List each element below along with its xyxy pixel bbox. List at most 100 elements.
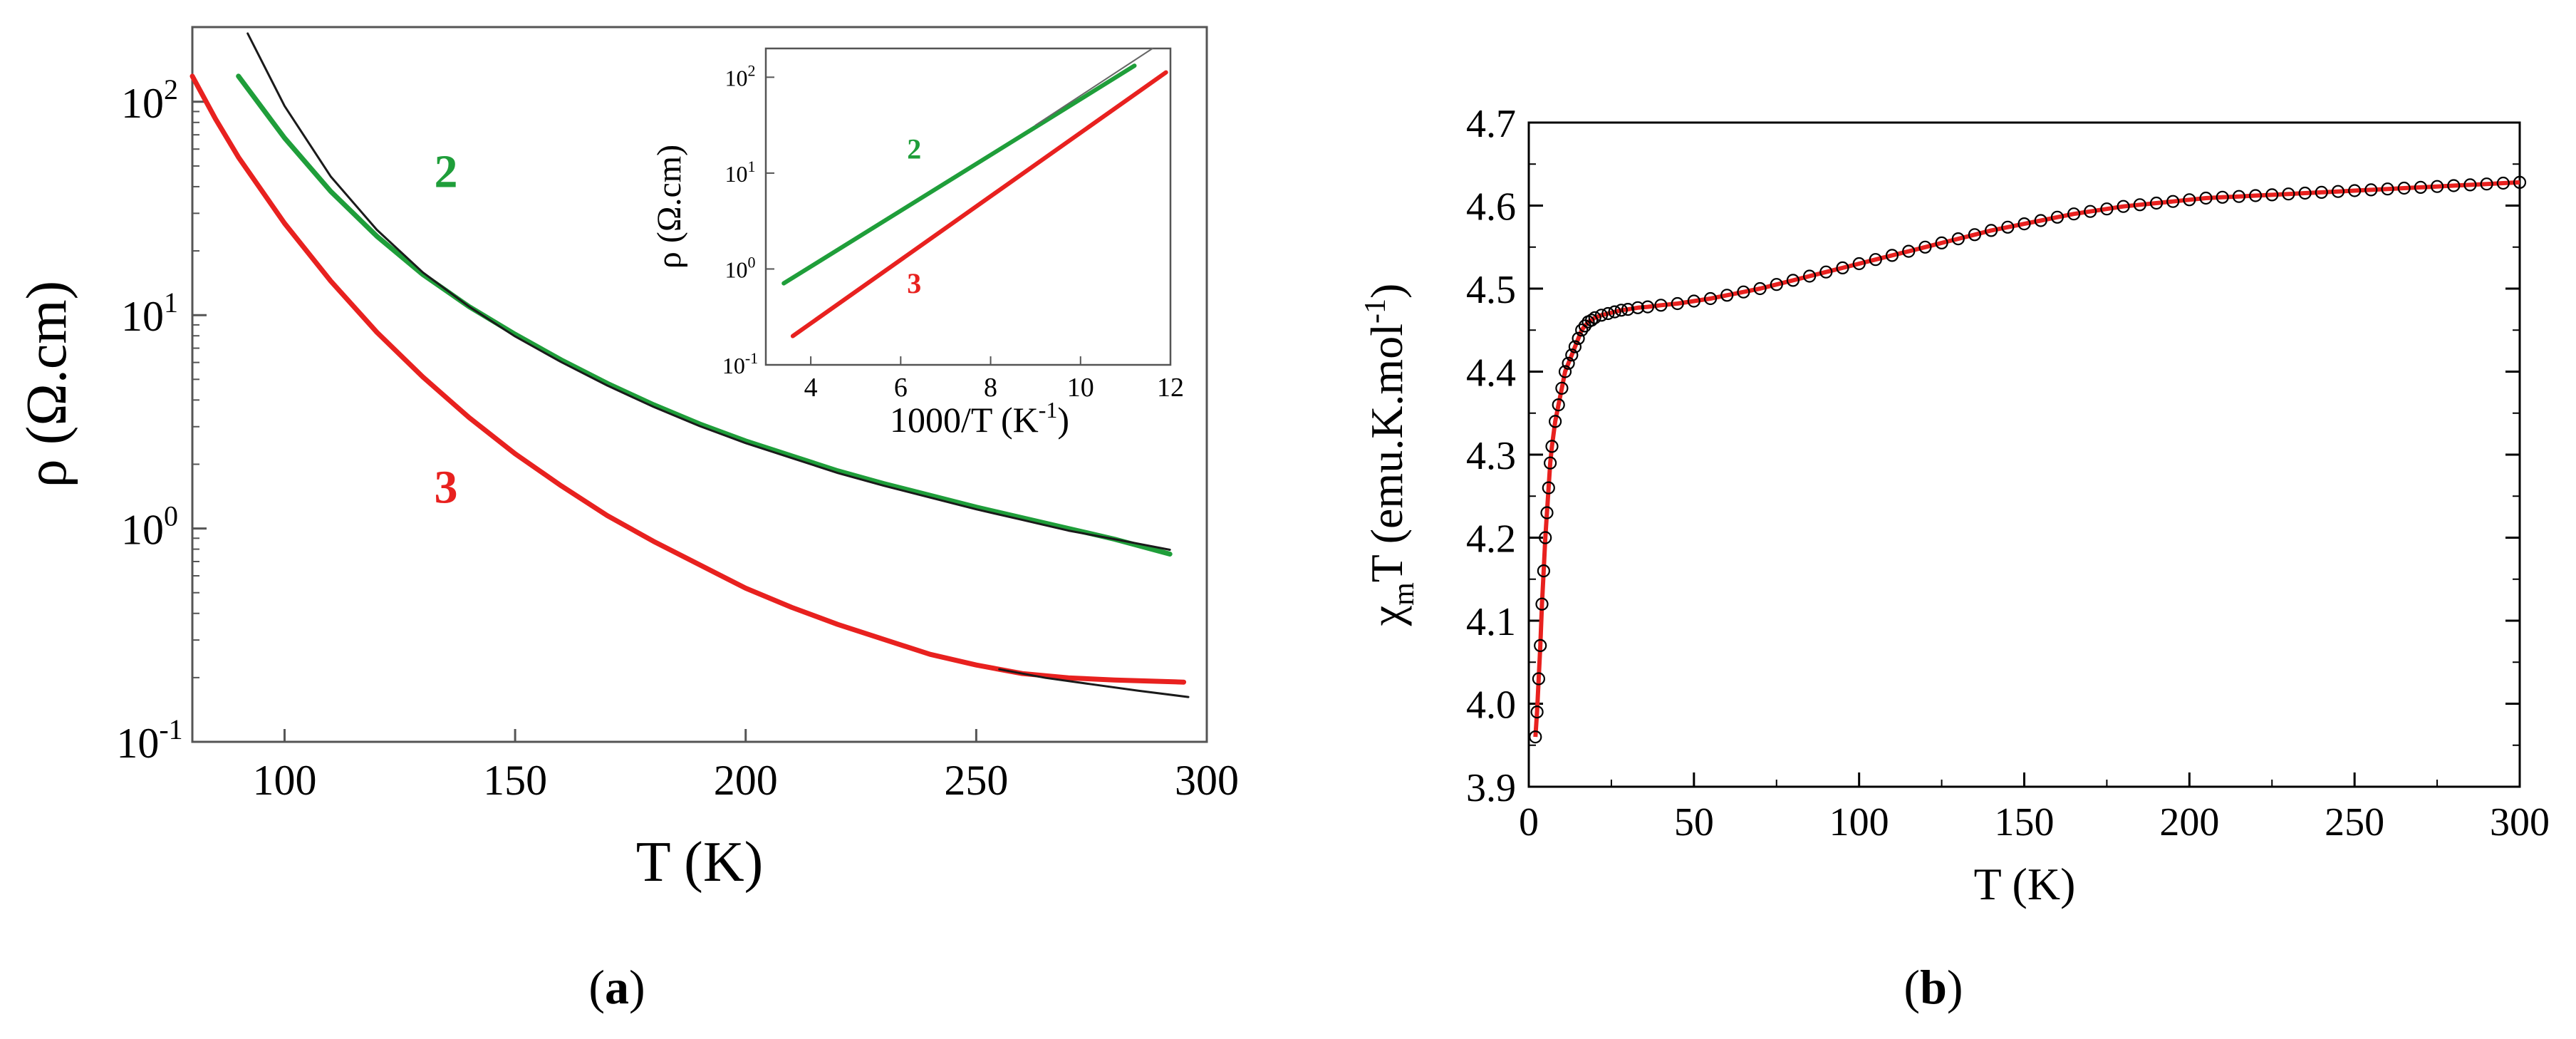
b-data-point: [1545, 440, 1559, 453]
series-fit-2-line: [246, 32, 1171, 551]
b-data-point: [1549, 415, 1562, 428]
b-data-point: [2216, 190, 2229, 204]
b-data-point: [2067, 207, 2081, 221]
series-3-line: [189, 73, 1187, 685]
b-data-point: [2315, 185, 2328, 199]
inset-series-2-line: [781, 63, 1137, 286]
inset-x-tick-label: 8: [984, 373, 997, 403]
inset-y-tick-base: 10: [725, 257, 748, 282]
b-data-point: [1565, 348, 1579, 362]
b-x-tick-label: 250: [2325, 800, 2384, 844]
series-fit-3-line: [998, 668, 1190, 698]
inset-series-label: 3: [907, 267, 921, 299]
inset-y-tick-label: 101: [725, 157, 756, 187]
inset-y-tick-exp: 2: [748, 61, 756, 79]
b-data-point: [1770, 278, 1783, 291]
series-label: 3: [435, 462, 458, 514]
b-data-point: [1869, 253, 1882, 267]
panel-b-y-ticks: 3.9 4.0 4.1 4.2 4.3 4.4 4.5 4.6 4.7: [1466, 102, 2520, 810]
b-data-point: [2447, 179, 2461, 192]
inset-x-axis-label: 1000/T (K-1): [890, 397, 1069, 440]
b-x-tick-label: 50: [1674, 800, 1714, 844]
b-data-point: [2496, 176, 2510, 190]
panel-a-series: [189, 32, 1190, 698]
inset-y-tick-label: 100: [725, 253, 756, 282]
inset-series-label: 2: [907, 133, 921, 165]
series-2-line: [236, 73, 1173, 557]
b-data-point: [2199, 191, 2213, 205]
panel-b-x-ticks: 0 50 100 150 200 250 300: [1519, 772, 2550, 844]
y-tick-exp: -1: [159, 713, 182, 745]
b-data-point: [2414, 180, 2427, 194]
y-tick-base: 10: [121, 293, 164, 340]
inset-y-tick-base: 10: [722, 353, 745, 378]
b-data-point: [2166, 195, 2180, 208]
b-data-point: [1803, 269, 1817, 283]
b-data-point: [1918, 240, 1932, 254]
b-data-point: [1836, 261, 1849, 274]
inset-y-tick-base: 10: [725, 65, 748, 91]
b-x-tick-label: 300: [2490, 800, 2550, 844]
b-data-point: [1542, 481, 1555, 495]
panel-b-y-axis-label: χmT (emu.K.mol-1): [1359, 284, 1421, 627]
panel-a-plot-frame: [191, 26, 1208, 743]
b-data-point: [1535, 597, 1549, 611]
panel-b-series: [1529, 175, 2527, 744]
b-data-point: [1852, 257, 1866, 271]
panel-a-y-axis-label: ρ (Ω.cm): [16, 281, 78, 487]
inset-x-tick-label: 6: [894, 373, 908, 403]
b-data-point: [1753, 281, 1767, 296]
b-data-point: [1552, 398, 1565, 412]
b-data-point: [1671, 296, 1684, 311]
b-data-point: [1539, 531, 1552, 544]
y-tick-label: 10-1: [116, 713, 182, 767]
b-x-tick-label: 0: [1519, 800, 1539, 844]
b-data-point: [1720, 289, 1734, 302]
x-tick-label: 200: [714, 757, 778, 804]
b-data-point: [1687, 294, 1700, 308]
y-tick-exp: 1: [164, 286, 178, 319]
inset-annotations: 23: [907, 133, 921, 299]
b-data-point: [1786, 274, 1799, 287]
b-data-point: [1532, 672, 1545, 686]
b-data-point: [1575, 324, 1589, 337]
panel-a-caption: (a): [588, 960, 645, 1014]
inset-y-tick-exp: 1: [748, 157, 756, 175]
b-data-point: [1537, 564, 1550, 578]
b-data-point: [1588, 311, 1601, 324]
x-tick-label: 100: [252, 757, 316, 804]
b-data-point: [2100, 202, 2114, 216]
b-data-point: [2117, 200, 2130, 213]
b-y-tick-label: 4.5: [1466, 268, 1516, 312]
inset-y-tick-label: 10-1: [722, 349, 758, 378]
x-tick-label: 150: [483, 757, 547, 804]
b-fit-line: [1533, 180, 2520, 738]
y-tick-base: 10: [121, 80, 164, 127]
b-data-point: [1534, 639, 1547, 653]
b-x-tick-label: 100: [1829, 800, 1889, 844]
b-data-point: [2381, 182, 2394, 196]
b-data-point: [2084, 205, 2097, 218]
b-data-point: [2133, 198, 2146, 212]
b-data-point: [2480, 177, 2493, 191]
b-data-point: [1544, 456, 1557, 470]
inset-x-ticks: 4 6 8 10 12: [804, 356, 1184, 403]
b-data-point: [2364, 183, 2378, 197]
b-data-point: [1902, 244, 1916, 258]
b-data-point: [2298, 186, 2312, 200]
inset-x-tick-label: 12: [1157, 373, 1184, 403]
b-data-point: [1568, 340, 1582, 353]
inset-y-tick-label: 102: [725, 61, 756, 91]
x-tick-label: 250: [944, 757, 1008, 804]
b-x-tick-label: 150: [1995, 800, 2055, 844]
panel-a-x-axis-label: T (K): [636, 831, 763, 894]
y-tick-exp: 0: [164, 500, 178, 532]
y-tick-exp: 2: [164, 73, 178, 105]
b-data-point: [2397, 181, 2411, 195]
b-y-tick-label: 4.2: [1466, 517, 1516, 562]
inset-x-tick-label: 10: [1067, 373, 1094, 403]
